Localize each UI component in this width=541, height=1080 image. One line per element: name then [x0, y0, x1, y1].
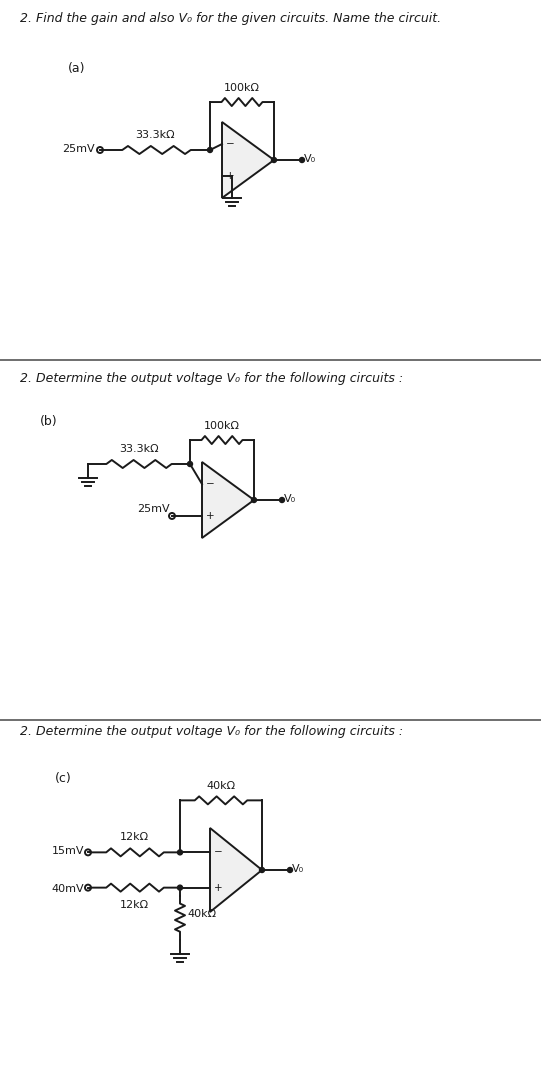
Text: 40mV: 40mV: [51, 883, 84, 893]
Text: +: +: [226, 171, 234, 181]
Text: (b): (b): [40, 415, 58, 428]
Text: −: −: [206, 480, 214, 489]
Circle shape: [188, 461, 193, 467]
Text: 2. Determine the output voltage V₀ for the following circuits :: 2. Determine the output voltage V₀ for t…: [20, 372, 403, 384]
Text: 12kΩ: 12kΩ: [120, 900, 149, 909]
Text: 33.3kΩ: 33.3kΩ: [135, 130, 175, 140]
Text: 40kΩ: 40kΩ: [207, 781, 235, 792]
Text: 2. Find the gain and also V₀ for the given circuits. Name the circuit.: 2. Find the gain and also V₀ for the giv…: [20, 12, 441, 25]
Circle shape: [177, 886, 182, 890]
Text: 100kΩ: 100kΩ: [204, 421, 240, 431]
Polygon shape: [210, 828, 262, 912]
Circle shape: [252, 498, 256, 502]
Text: 40kΩ: 40kΩ: [187, 908, 216, 919]
Circle shape: [280, 498, 285, 502]
Circle shape: [208, 148, 213, 152]
Circle shape: [260, 867, 265, 873]
Polygon shape: [222, 122, 274, 198]
Circle shape: [287, 867, 293, 873]
Text: −: −: [214, 848, 222, 858]
Circle shape: [177, 850, 182, 855]
Text: 33.3kΩ: 33.3kΩ: [119, 444, 159, 454]
Circle shape: [300, 158, 305, 162]
Text: V₀: V₀: [292, 864, 304, 874]
Text: (c): (c): [55, 772, 72, 785]
Polygon shape: [202, 462, 254, 538]
Text: 15mV: 15mV: [51, 847, 84, 856]
Circle shape: [272, 158, 276, 162]
Text: 25mV: 25mV: [62, 144, 95, 154]
Text: 2. Determine the output voltage V₀ for the following circuits :: 2. Determine the output voltage V₀ for t…: [20, 725, 403, 738]
Text: (a): (a): [68, 62, 85, 75]
Text: 25mV: 25mV: [137, 504, 170, 514]
Text: +: +: [206, 511, 214, 521]
Text: 12kΩ: 12kΩ: [120, 833, 149, 842]
Text: −: −: [226, 139, 234, 149]
Text: V₀: V₀: [304, 154, 316, 164]
Text: +: +: [214, 882, 222, 893]
Text: V₀: V₀: [284, 494, 296, 504]
Text: 100kΩ: 100kΩ: [224, 83, 260, 93]
